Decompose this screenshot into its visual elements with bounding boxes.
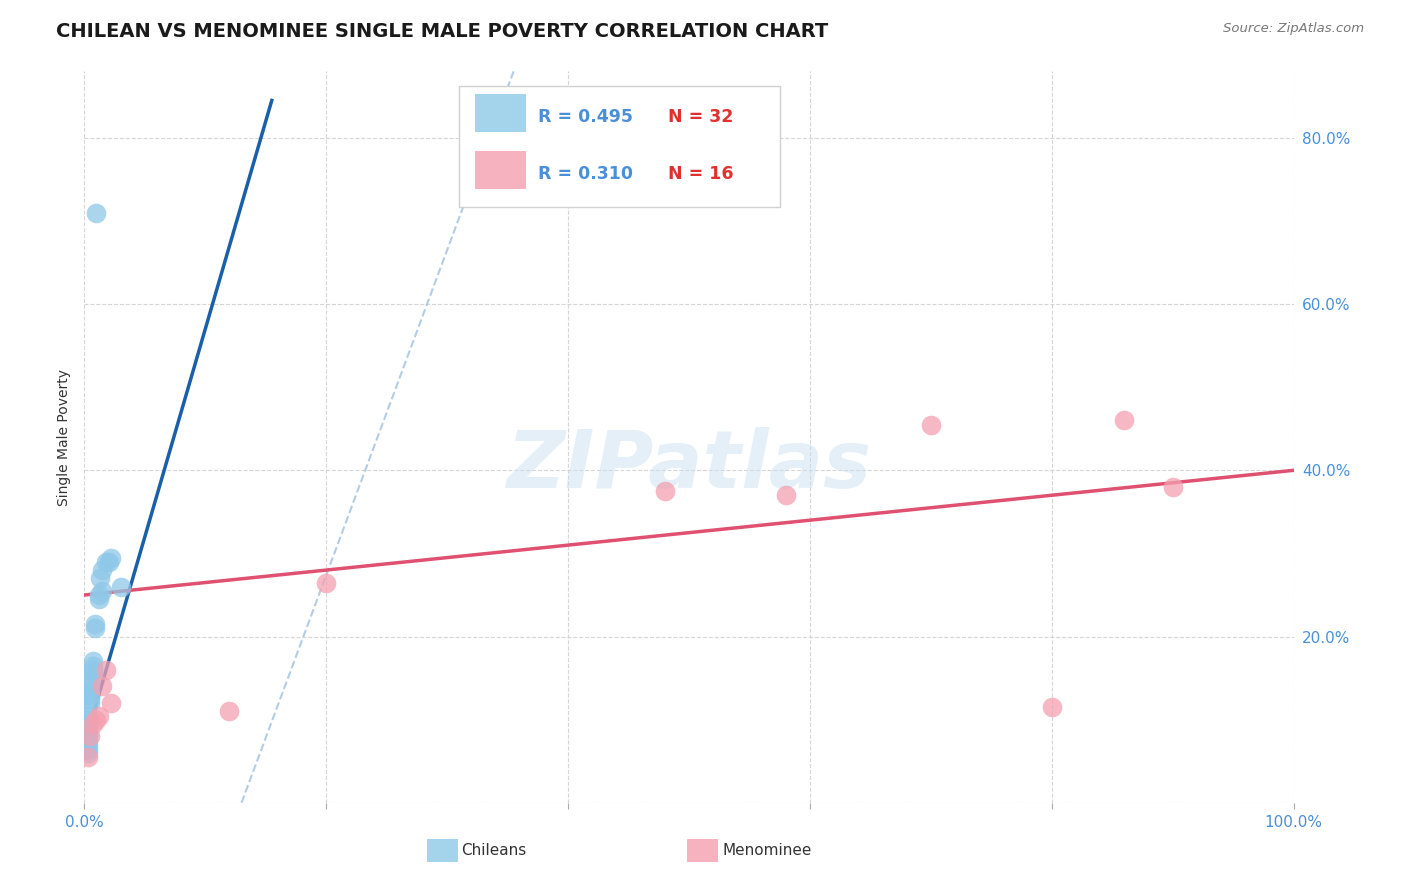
Text: N = 16: N = 16	[668, 164, 734, 183]
Text: Menominee: Menominee	[723, 843, 813, 858]
Point	[920, 417, 942, 432]
Point	[77, 750, 100, 764]
Point	[97, 555, 120, 569]
Point	[218, 705, 240, 719]
Text: ZIPatlas: ZIPatlas	[506, 427, 872, 506]
Point	[1161, 480, 1184, 494]
Point	[79, 696, 101, 710]
Text: Source: ZipAtlas.com: Source: ZipAtlas.com	[1223, 22, 1364, 36]
Point	[87, 708, 110, 723]
Point	[77, 738, 100, 752]
Point	[91, 680, 114, 694]
FancyBboxPatch shape	[460, 86, 780, 207]
Point	[82, 658, 104, 673]
Point	[77, 725, 100, 739]
Point	[1040, 700, 1063, 714]
Point	[100, 696, 122, 710]
Point	[77, 713, 100, 727]
Point	[77, 733, 100, 747]
Point	[79, 675, 101, 690]
Point	[86, 713, 108, 727]
Point	[84, 621, 107, 635]
Point	[79, 688, 101, 702]
Point	[87, 588, 110, 602]
Point	[91, 583, 114, 598]
FancyBboxPatch shape	[475, 94, 526, 132]
Point	[110, 580, 132, 594]
Point	[94, 663, 117, 677]
Point	[89, 571, 111, 585]
Point	[82, 667, 104, 681]
FancyBboxPatch shape	[475, 151, 526, 188]
Point	[315, 575, 337, 590]
Point	[79, 692, 101, 706]
Point	[91, 563, 114, 577]
Point	[775, 488, 797, 502]
Point	[79, 683, 101, 698]
Point	[654, 484, 676, 499]
Point	[1114, 413, 1136, 427]
Point	[82, 655, 104, 669]
Point	[94, 555, 117, 569]
Point	[87, 592, 110, 607]
Point	[77, 746, 100, 760]
Point	[77, 716, 100, 731]
Point	[79, 680, 101, 694]
Point	[84, 617, 107, 632]
FancyBboxPatch shape	[686, 838, 718, 862]
Point	[77, 708, 100, 723]
Point	[100, 550, 122, 565]
Y-axis label: Single Male Poverty: Single Male Poverty	[58, 368, 72, 506]
Text: N = 32: N = 32	[668, 108, 734, 126]
Point	[79, 729, 101, 743]
Point	[82, 663, 104, 677]
Text: R = 0.495: R = 0.495	[538, 108, 633, 126]
Point	[77, 729, 100, 743]
Point	[77, 741, 100, 756]
Text: R = 0.310: R = 0.310	[538, 164, 633, 183]
Text: Chileans: Chileans	[461, 843, 527, 858]
Point	[86, 205, 108, 219]
Point	[82, 716, 104, 731]
FancyBboxPatch shape	[426, 838, 458, 862]
Point	[77, 721, 100, 735]
Text: CHILEAN VS MENOMINEE SINGLE MALE POVERTY CORRELATION CHART: CHILEAN VS MENOMINEE SINGLE MALE POVERTY…	[56, 22, 828, 41]
